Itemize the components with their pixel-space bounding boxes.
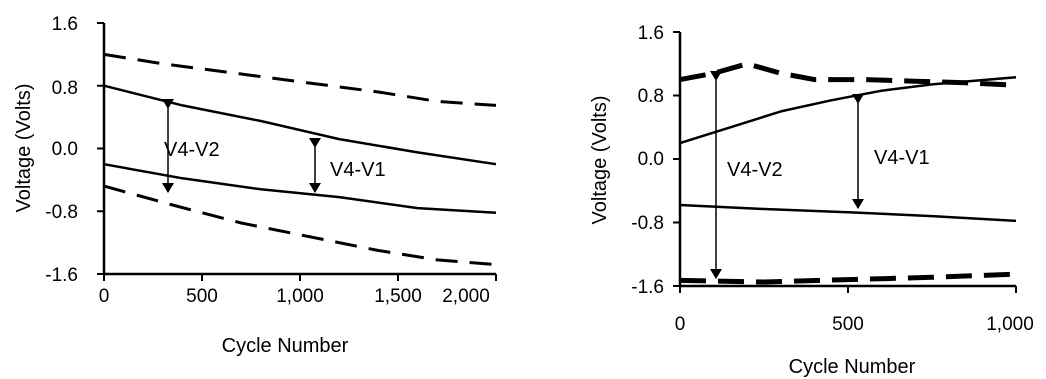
xtick-left-2: 1,000 [276, 286, 324, 307]
ticks-left [97, 22, 497, 281]
chart-right: 1.6 0.8 0.0 -0.8 -1.6 0 500 1,000 Cycle … [589, 23, 1034, 378]
x-axis-label-right: Cycle Number [789, 356, 916, 378]
annotation-v4-v1-right: V4-V1 [874, 147, 930, 169]
xtick-right-2: 1,000 [986, 314, 1034, 335]
xtick-left-0: 0 [99, 286, 110, 307]
series-group-right [679, 61, 1017, 285]
series-line-right-2 [679, 75, 1017, 145]
ytick-right-3: -0.8 [631, 213, 664, 234]
series-line-right-4 [679, 271, 1017, 285]
xtick-right-1: 500 [832, 314, 864, 335]
ytick-left-1: 0.8 [52, 78, 78, 99]
annotation-v4-v2-left: V4-V2 [164, 139, 220, 161]
series-line-left-2 [103, 84, 497, 166]
xtick-left-1: 500 [186, 286, 218, 307]
series-line-left-3 [103, 162, 497, 215]
ytick-right-2: 0.0 [638, 149, 664, 170]
ytick-right-4: -1.6 [631, 277, 664, 298]
y-axis-label-right: Voltage (Volts) [589, 96, 611, 225]
series-line-left-4 [103, 184, 497, 267]
xtick-left-4: 2,000 [442, 286, 490, 307]
ytick-right-0: 1.6 [638, 23, 664, 44]
ytick-left-4: -1.6 [45, 265, 78, 286]
series-line-right-3 [679, 203, 1017, 223]
annotation-v4-v1-left: V4-V1 [330, 159, 386, 181]
y-axis-label-left: Voltage (Volts) [13, 84, 35, 213]
ytick-left-3: -0.8 [45, 202, 78, 223]
ytick-right-1: 0.8 [638, 86, 664, 107]
annotation-v4-v2-right: V4-V2 [727, 159, 783, 181]
series-group-left [103, 52, 497, 267]
xtick-right-0: 0 [675, 314, 686, 335]
x-axis-label-left: Cycle Number [222, 335, 349, 357]
ytick-left-2: 0.0 [52, 139, 78, 160]
ticks-right [673, 31, 1017, 293]
series-line-left-1 [103, 52, 497, 107]
ytick-left-0: 1.6 [52, 14, 78, 35]
xtick-left-3: 1,500 [374, 286, 422, 307]
chart-left: 1.6 0.8 0.0 -0.8 -1.6 0 500 1,000 1,500 … [13, 14, 497, 357]
